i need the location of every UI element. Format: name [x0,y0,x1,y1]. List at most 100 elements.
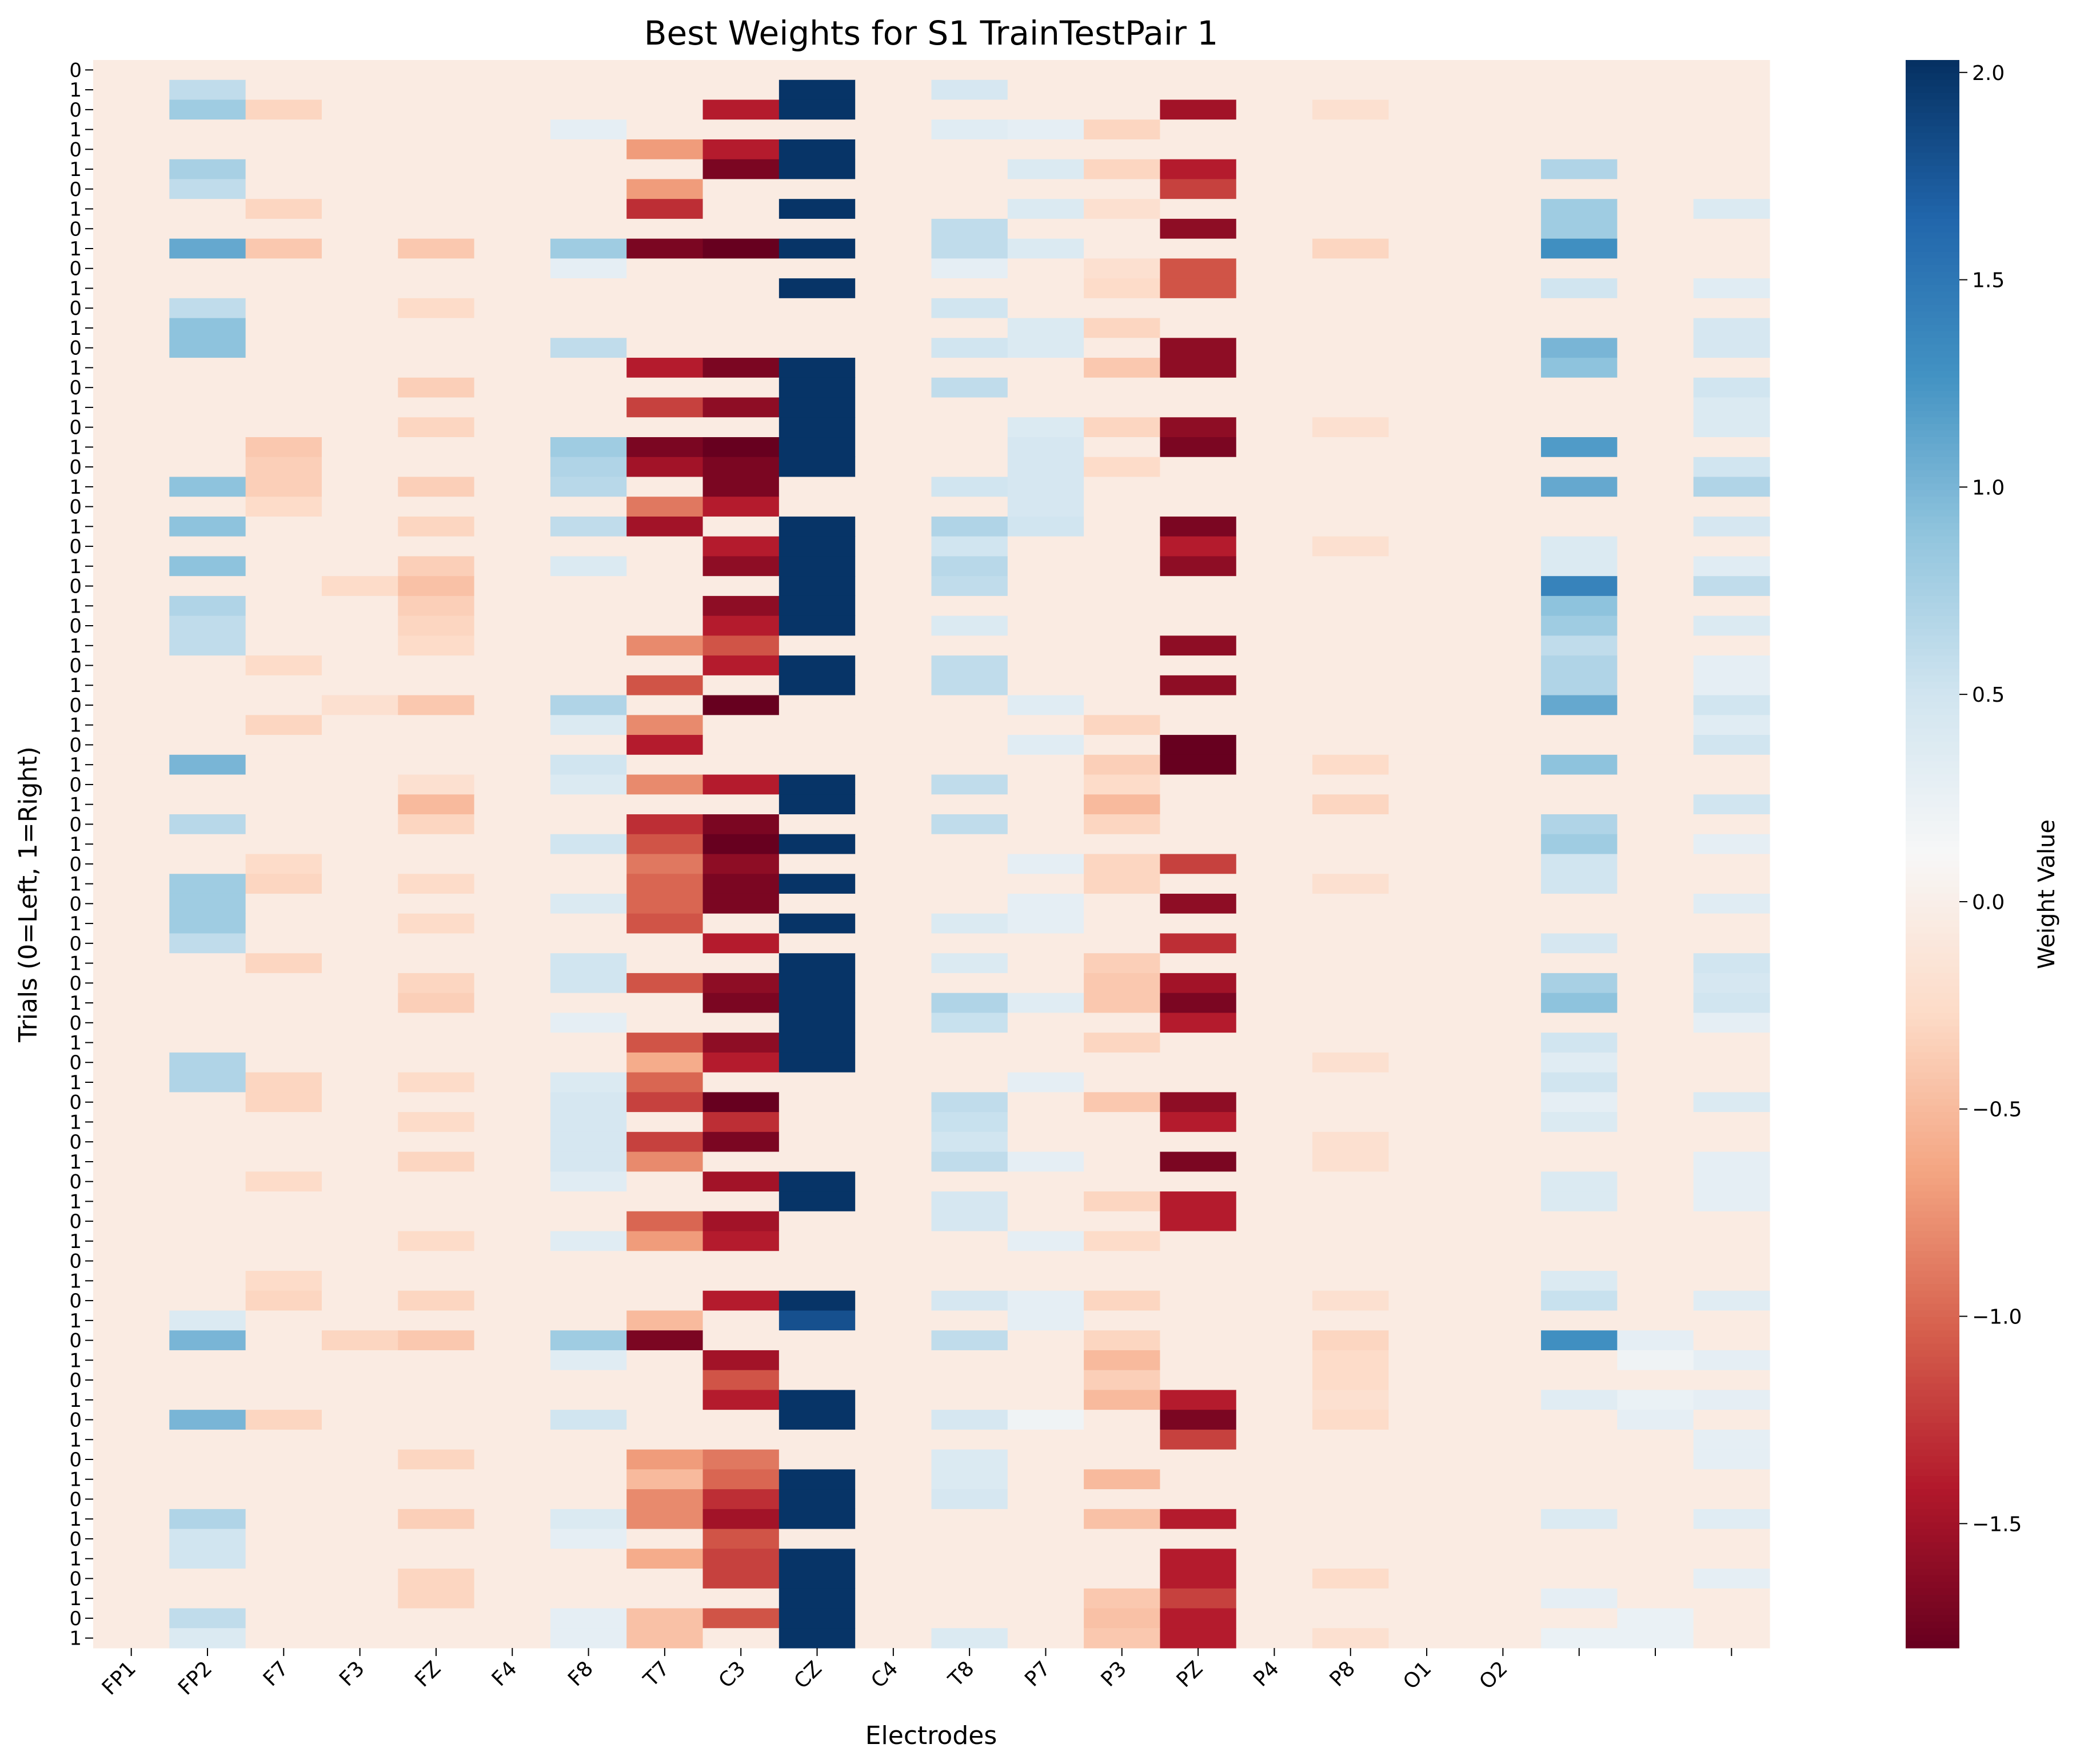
heatmap-cell [1312,298,1390,319]
heatmap-cell [93,973,170,994]
heatmap-cell [778,497,856,517]
heatmap-cell [1160,794,1237,815]
heatmap-cell [626,735,704,755]
heatmap-cell [778,1052,856,1073]
heatmap-cell [1388,814,1466,835]
y-tick-label: 1 [69,873,82,896]
y-tick-label: 0 [69,972,82,995]
heatmap-cell [1160,1628,1237,1649]
heatmap-cell [93,218,170,239]
heatmap-cell [169,477,246,497]
colorbar-segment [1906,153,1959,160]
heatmap-cell [1236,1033,1313,1053]
heatmap-cell [169,1151,246,1172]
heatmap-cell [626,1429,704,1450]
heatmap-cell [169,1569,246,1589]
heatmap-cell [778,457,856,478]
heatmap-cell [550,595,627,617]
heatmap-cell [778,615,856,636]
heatmap-cell [245,953,322,974]
x-tick-label: T7 [639,1657,674,1691]
heatmap-cell [169,99,246,120]
heatmap-cell [931,1608,1008,1629]
colorbar-segment [1906,325,1959,332]
heatmap-cell [1617,358,1694,378]
colorbar-segment [1906,1158,1959,1166]
heatmap-cell [1388,1350,1466,1371]
heatmap-cell [626,1330,704,1351]
colorbar-segment [1906,1151,1959,1159]
heatmap-cell [398,497,475,517]
colorbar-segment [1906,893,1959,901]
colorbar-segment [1906,1615,1959,1622]
heatmap-cell [1617,417,1694,438]
heatmap-cell [931,1112,1008,1133]
heatmap-cell [245,1509,322,1530]
heatmap-cell [702,1449,780,1470]
heatmap-cell [855,754,932,775]
heatmap-cell [550,953,627,974]
heatmap-cell [1388,516,1466,537]
colorbar-segment [1906,1641,1959,1649]
heatmap-cell [702,278,780,299]
heatmap-cell [1007,377,1084,398]
heatmap-cell [931,615,1008,636]
heatmap-cell [550,913,627,934]
heatmap-cell [169,1370,246,1391]
heatmap-cell [855,99,932,120]
heatmap-cell [321,159,398,180]
heatmap-cell [1160,1469,1237,1490]
heatmap-cell [474,238,551,259]
heatmap-cell [1236,576,1313,597]
heatmap-cell [1160,834,1237,855]
colorbar-segment [1906,1277,1959,1285]
heatmap-cell [855,437,932,458]
y-tick-label: 1 [69,714,82,737]
heatmap-cell [1084,1270,1161,1291]
heatmap-cell [1388,1191,1466,1212]
heatmap-cell [398,556,475,577]
heatmap-cell [855,477,932,497]
heatmap-cell [550,1390,627,1410]
heatmap-cell [1464,556,1542,577]
heatmap-cell [1693,715,1770,735]
heatmap-cell [931,814,1008,835]
heatmap-cell [1541,397,1618,418]
y-tick-label: 1 [69,1508,82,1531]
heatmap-cell [1084,1330,1161,1351]
heatmap-cell [1617,397,1694,418]
heatmap-cell [245,556,322,577]
heatmap-cell [321,794,398,815]
heatmap-cell [1007,497,1084,517]
heatmap-cell [1084,1429,1161,1450]
heatmap-cell [245,1211,322,1232]
heatmap-cell [398,1350,475,1371]
colorbar-segment [1906,1218,1959,1225]
heatmap-cell [1084,615,1161,636]
heatmap-cell [321,1469,398,1490]
colorbar-segment [1906,344,1959,352]
heatmap-cell [321,377,398,398]
colorbar-segment [1906,497,1959,504]
heatmap-cell [1084,1033,1161,1053]
heatmap-cell [1388,913,1466,934]
heatmap-cell [1388,119,1466,140]
heatmap-cell [169,199,246,219]
heatmap-cell [626,1370,704,1391]
heatmap-cell [1007,1330,1084,1351]
heatmap-cell [931,973,1008,994]
heatmap-cell [1388,973,1466,994]
heatmap-cell [169,1588,246,1609]
heatmap-cell [778,595,856,617]
heatmap-cell [169,1052,246,1073]
heatmap-cell [245,1588,322,1609]
heatmap-cell [702,595,780,617]
heatmap-cell [1617,1330,1694,1351]
heatmap-cell [1464,477,1542,497]
heatmap-cell [1160,377,1237,398]
heatmap-cell [1617,1608,1694,1629]
heatmap-cell [1464,893,1542,914]
heatmap-cell [1388,1171,1466,1192]
heatmap-cell [474,1509,551,1530]
heatmap-cell [931,913,1008,934]
